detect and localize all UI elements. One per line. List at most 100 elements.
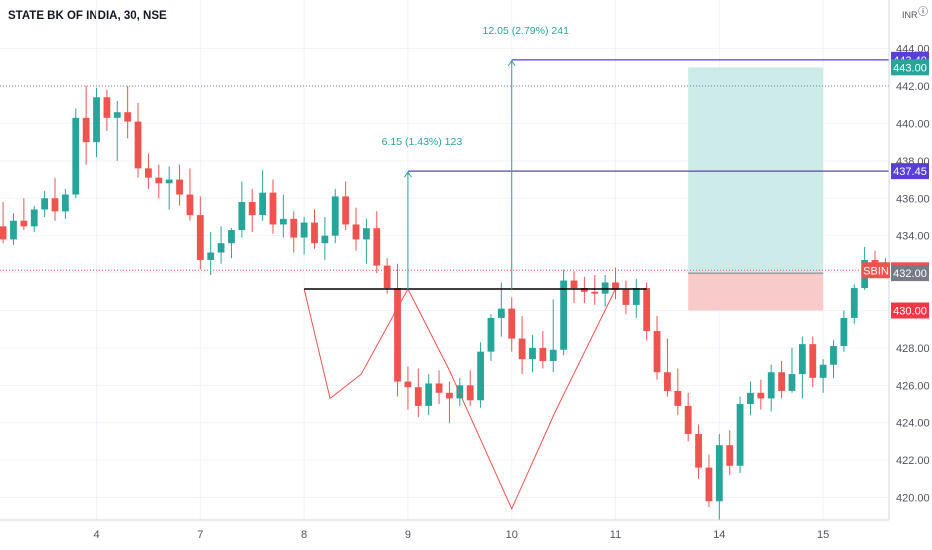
candle-body — [124, 112, 132, 122]
candle-body — [290, 218, 298, 238]
candle-body — [145, 168, 152, 178]
candle-body — [497, 308, 505, 318]
currency-badge[interactable]: INR ⓘ — [898, 5, 928, 23]
price-tag — [891, 302, 929, 319]
candle-body — [508, 308, 516, 339]
candle-body — [726, 445, 734, 466]
candle-body — [404, 381, 412, 388]
candle-body — [435, 383, 443, 393]
loss-zone — [688, 273, 824, 311]
candle-body — [414, 387, 422, 406]
y-tick-label: 442.00 — [896, 81, 930, 93]
candle-body — [477, 351, 484, 401]
x-tick-label: 7 — [197, 529, 203, 541]
symbol-tag-label: SBIN — [863, 265, 889, 277]
candle-body — [155, 177, 163, 184]
candle-body — [113, 112, 121, 118]
x-tick-label: 10 — [506, 529, 518, 541]
candle-body — [300, 222, 308, 238]
position-zones — [688, 67, 824, 311]
info-icon[interactable]: ⓘ — [918, 7, 928, 18]
y-tick-label: 424.00 — [896, 418, 930, 430]
candle-body — [736, 404, 744, 466]
candle-body — [591, 291, 599, 294]
measure-label: 6.15 (1.43%) 123 — [382, 136, 463, 148]
candle-body — [487, 317, 495, 352]
price-tag — [891, 163, 929, 180]
candle-body — [788, 374, 796, 391]
candle-body — [352, 224, 360, 240]
candle-body — [456, 385, 464, 399]
price-tag-label: 437.45 — [893, 166, 927, 178]
candle-body — [41, 198, 49, 210]
candle-body — [850, 288, 858, 318]
candle-body — [30, 209, 38, 227]
candle-body — [228, 230, 235, 244]
candle-body — [363, 228, 370, 240]
candle-body — [186, 194, 194, 216]
y-tick-label: 434.00 — [896, 231, 930, 243]
candle-body — [0, 226, 7, 240]
candle-body — [207, 252, 215, 260]
y-tick-label: 420.00 — [896, 493, 930, 505]
x-tick-label: 14 — [713, 529, 725, 541]
candle-body — [196, 215, 204, 260]
candle-body — [529, 347, 536, 360]
candle-body — [643, 288, 651, 332]
profit-zone — [688, 67, 824, 274]
y-tick-label: 426.00 — [896, 380, 930, 392]
candle-body — [383, 265, 391, 289]
candle-body — [612, 282, 619, 290]
symbol-tag — [862, 262, 890, 279]
price-tag — [891, 265, 929, 282]
candle-body — [705, 467, 713, 502]
y-tick-label: 440.00 — [896, 118, 930, 130]
candle-body — [446, 392, 453, 399]
candle-body — [93, 97, 100, 143]
candle-body — [653, 331, 661, 373]
candle-body — [809, 344, 817, 378]
y-tick-label: 428.00 — [896, 343, 930, 355]
chart-title: STATE BK OF INDIA, 30, NSE — [8, 10, 167, 22]
candle-body — [331, 196, 339, 236]
candle-body — [61, 194, 69, 212]
candle-body — [176, 179, 183, 195]
x-tick-label: 4 — [93, 529, 99, 541]
candle-body — [747, 392, 754, 405]
candle-body — [819, 364, 827, 378]
level-lines — [0, 85, 889, 271]
candle-body — [103, 97, 111, 118]
candle-body — [715, 445, 723, 502]
candle-body — [238, 202, 246, 231]
candle-body — [72, 117, 80, 195]
price-tag-label: 432.00 — [893, 268, 927, 280]
candle-body — [20, 220, 28, 227]
candle-body — [311, 222, 318, 244]
candle-body — [767, 372, 775, 399]
x-tick-label: 11 — [610, 529, 621, 541]
candle-body — [342, 196, 350, 225]
candle-body — [321, 235, 329, 244]
candle-body — [373, 228, 381, 266]
candle-body — [518, 338, 526, 360]
y-tick-label: 436.00 — [896, 193, 930, 205]
currency-label: INR — [902, 10, 918, 20]
candle-body — [695, 433, 702, 468]
price-tag-label: 443.00 — [893, 62, 927, 74]
measure-arrowhead — [507, 59, 516, 67]
y-tick-label: 422.00 — [896, 455, 930, 467]
candle-body — [248, 202, 256, 216]
candle-body — [425, 383, 433, 406]
candle-body — [664, 372, 671, 391]
candle-body — [778, 372, 785, 391]
candle-body — [269, 192, 277, 225]
candle-body — [217, 243, 225, 253]
x-tick-label: 15 — [817, 529, 829, 541]
candle-body — [601, 282, 609, 294]
price-tag — [891, 59, 929, 76]
candle-body — [632, 288, 640, 305]
candle-body — [798, 344, 806, 375]
candle-body — [580, 288, 588, 292]
